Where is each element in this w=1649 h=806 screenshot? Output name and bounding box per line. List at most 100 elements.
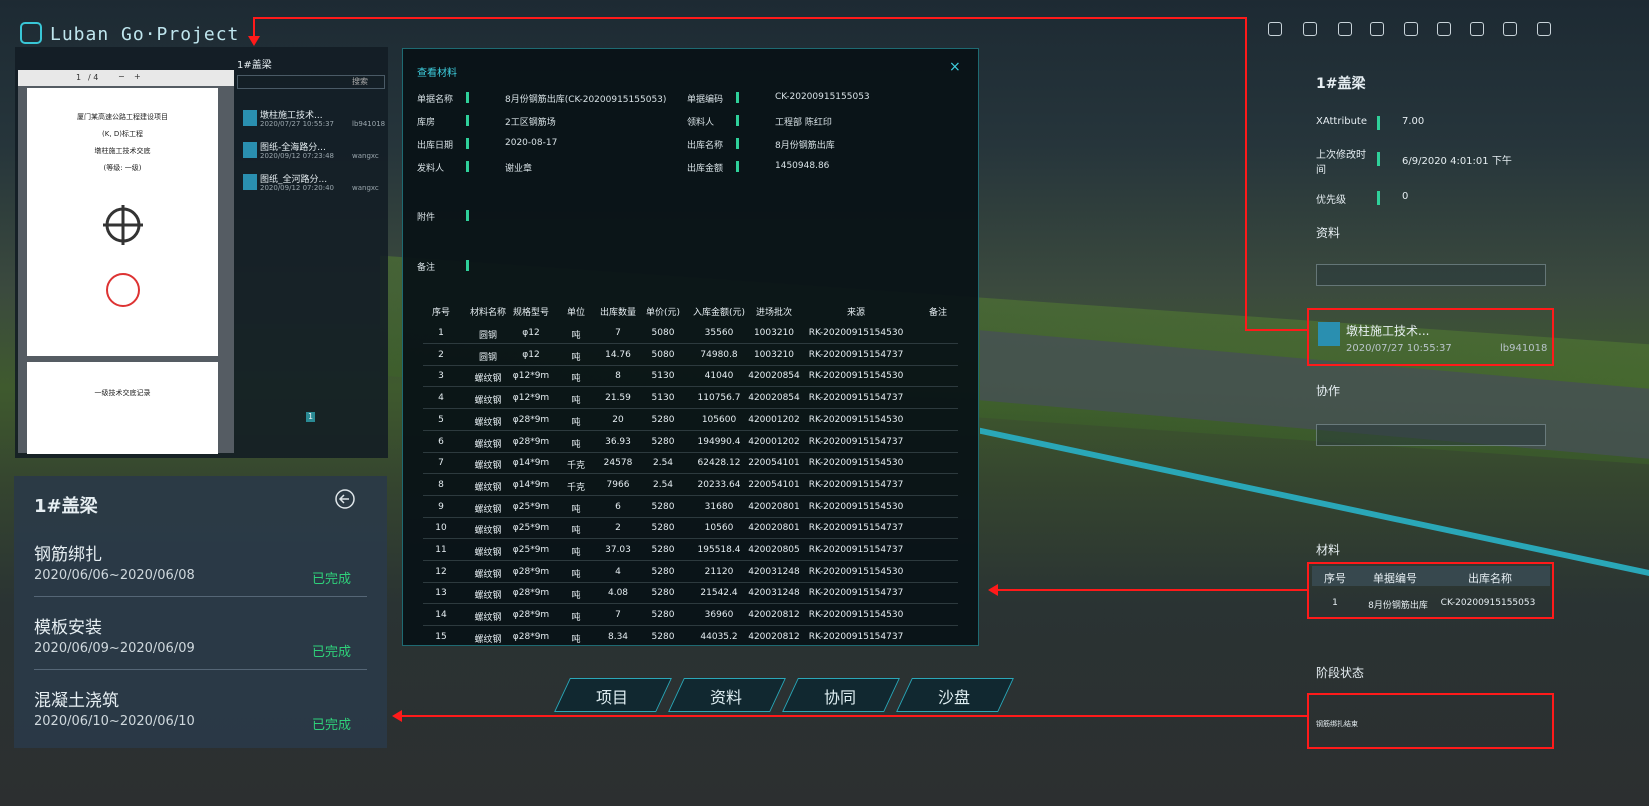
field-label: 出库名称	[687, 141, 724, 151]
page-input[interactable]: 1	[76, 73, 82, 82]
table-cell: 4	[615, 566, 621, 577]
table-cell: 2	[615, 523, 621, 534]
table-cell: 5280	[651, 545, 675, 555]
table-cell: 1	[1332, 598, 1338, 608]
table-cell: 吨	[571, 548, 581, 558]
field-value: 2工区钢筋场	[505, 118, 556, 128]
toolbar-icon[interactable]	[1404, 22, 1418, 36]
toolbar-icon[interactable]	[1503, 22, 1517, 36]
toolbar-icon[interactable]	[1470, 22, 1484, 36]
table-header: 序号	[1324, 572, 1346, 585]
attr-value: 0	[1402, 191, 1409, 202]
file-name[interactable]: 图纸-全海路分...	[260, 143, 326, 153]
file-name[interactable]: 图纸_全河路分...	[260, 175, 328, 185]
table-cell: 吨	[571, 526, 581, 537]
table-cell: 105600	[701, 414, 737, 425]
table-cell: 5280	[651, 414, 675, 425]
search-box[interactable]: 搜索	[237, 75, 385, 89]
page-total: / 4	[88, 73, 99, 82]
row-divider	[423, 581, 958, 583]
table-header: 单位	[566, 308, 586, 318]
search-box[interactable]	[1316, 264, 1546, 286]
table-cell: 194990.4	[697, 436, 741, 447]
toolbar-icon[interactable]	[1338, 22, 1352, 36]
table-cell: 吨	[571, 417, 581, 428]
table-cell: 螺纹钢	[474, 504, 502, 515]
table-cell: φ28*9m	[512, 631, 550, 642]
table-cell: RK-20200915154737	[808, 588, 904, 599]
file-name[interactable]: 墩柱施工技术...	[260, 111, 323, 121]
zoom-out[interactable]: −	[118, 72, 125, 81]
material-dialog: 查看材料 × 单据名称 8月份钢筋出库(CK-20200915155053) 单据编…	[402, 48, 979, 646]
toolbar-icon[interactable]	[1268, 22, 1282, 36]
table-header: 进场批次	[755, 308, 793, 318]
table-cell: 7	[615, 610, 621, 621]
row-divider	[423, 516, 958, 518]
divider	[34, 669, 367, 670]
table-cell: 7966	[606, 479, 630, 490]
table-cell: 74980.8	[700, 349, 738, 360]
table-cell: 螺纹钢	[474, 634, 502, 645]
search-box[interactable]	[1316, 424, 1546, 446]
attr-value: 6/9/2020 4:01:01 下午	[1402, 156, 1512, 167]
table-cell[interactable]: 8月份钢筋出库	[1368, 601, 1428, 611]
table-cell: 9	[438, 501, 444, 512]
field-bar	[466, 115, 469, 126]
field-value: 8月份钢筋出库	[775, 141, 835, 151]
table-cell: 5280	[651, 436, 675, 447]
file-name[interactable]: 墩柱施工技术...	[1346, 324, 1430, 338]
table-cell: 420020801	[748, 523, 800, 534]
table-cell: 420031248	[748, 588, 800, 599]
table-cell: 6	[438, 436, 444, 447]
table-cell: RK-20200915154530	[808, 458, 904, 469]
table-cell: 37.03	[605, 545, 631, 555]
toolbar-icon[interactable]	[1537, 22, 1551, 36]
table-cell: 7	[615, 328, 621, 338]
table-cell: 5280	[651, 610, 675, 621]
table-cell: 螺纹钢	[474, 591, 502, 602]
page-number[interactable]: 1	[306, 412, 315, 422]
field-bar	[466, 161, 469, 172]
panel-title: 1#盖梁	[34, 496, 98, 517]
table-cell: CK-20200915155053	[1440, 598, 1536, 608]
table-cell: φ12	[522, 328, 540, 338]
table-cell: RK-20200915154737	[808, 631, 904, 642]
field-label: 单据编码	[687, 95, 724, 105]
table-cell: 10560	[704, 523, 734, 534]
table-cell: 420020854	[748, 393, 800, 404]
table-cell: 5	[438, 414, 444, 425]
table-cell: RK-20200915154530	[808, 501, 904, 512]
toolbar-icon[interactable]	[1370, 22, 1384, 36]
table-cell: 吨	[571, 591, 581, 602]
back-button[interactable]	[334, 488, 356, 510]
file-user: wangxc	[352, 152, 379, 160]
table-cell: RK-20200915154737	[808, 349, 904, 360]
table-cell: 圆钢	[478, 331, 498, 341]
row-divider	[423, 494, 958, 496]
row-divider	[423, 473, 958, 475]
table-cell: 螺纹钢	[474, 417, 502, 428]
zoom-in[interactable]: +	[134, 72, 141, 81]
table-cell: 420020801	[748, 501, 800, 512]
table-cell: 420020805	[748, 545, 800, 555]
file-icon	[243, 110, 257, 126]
page-line: 墩柱施工技术交底	[94, 147, 151, 155]
task-status: 已完成	[312, 718, 352, 733]
field-bar	[466, 92, 469, 103]
file-user: lb941018	[1500, 343, 1548, 354]
page-heading: 一级技术交底记录	[94, 389, 151, 397]
row-divider	[423, 408, 958, 410]
toolbar-icon[interactable]	[1437, 22, 1451, 36]
nav-label: 项目	[595, 688, 628, 707]
table-cell: 吨	[571, 331, 581, 341]
close-button[interactable]: ×	[949, 59, 961, 75]
field-label: 备注	[417, 263, 436, 273]
table-cell: 螺纹钢	[474, 548, 502, 558]
field-label: 出库金额	[687, 164, 724, 174]
table-cell: 41040	[704, 371, 734, 382]
table-cell: 2.54	[652, 479, 674, 490]
table-cell: 螺纹钢	[474, 569, 502, 580]
toolbar-icon[interactable]	[1303, 22, 1317, 36]
task-status: 已完成	[312, 572, 352, 587]
table-cell: 螺纹钢	[474, 461, 502, 472]
